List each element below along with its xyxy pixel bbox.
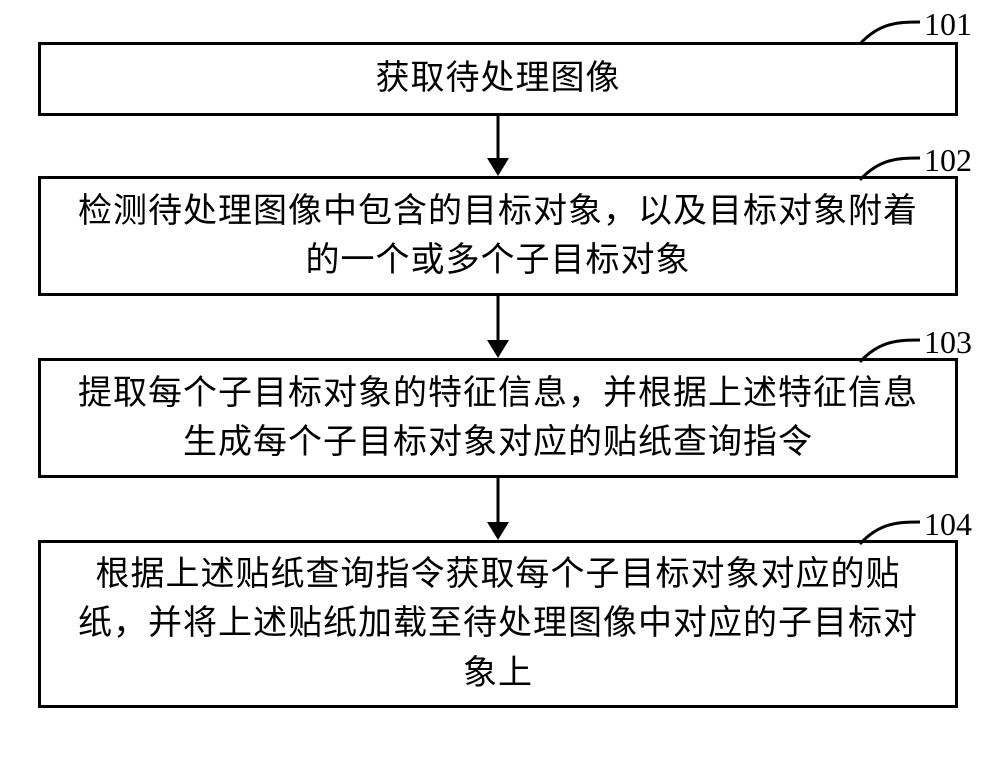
step-label-104: 104	[924, 506, 972, 543]
step-box-101: 获取待处理图像	[38, 42, 958, 116]
flowchart-canvas: 获取待处理图像 101 检测待处理图像中包含的目标对象，以及目标对象附着的一个或…	[0, 0, 1000, 767]
step-box-104: 根据上述贴纸查询指令获取每个子目标对象对应的贴纸，并将上述贴纸加载至待处理图像中…	[38, 540, 958, 708]
step-box-102: 检测待处理图像中包含的目标对象，以及目标对象附着的一个或多个子目标对象	[38, 176, 958, 296]
step-text-103: 提取每个子目标对象的特征信息，并根据上述特征信息生成每个子目标对象对应的贴纸查询…	[61, 369, 935, 468]
callout-path-101	[860, 22, 920, 44]
step-text-104: 根据上述贴纸查询指令获取每个子目标对象对应的贴纸，并将上述贴纸加载至待处理图像中…	[61, 550, 935, 698]
step-text-102: 检测待处理图像中包含的目标对象，以及目标对象附着的一个或多个子目标对象	[61, 187, 935, 286]
step-label-101: 101	[924, 6, 972, 43]
step-box-103: 提取每个子目标对象的特征信息，并根据上述特征信息生成每个子目标对象对应的贴纸查询…	[38, 358, 958, 478]
step-text-101: 获取待处理图像	[376, 54, 621, 103]
step-label-103: 103	[924, 324, 972, 361]
step-label-102: 102	[924, 142, 972, 179]
